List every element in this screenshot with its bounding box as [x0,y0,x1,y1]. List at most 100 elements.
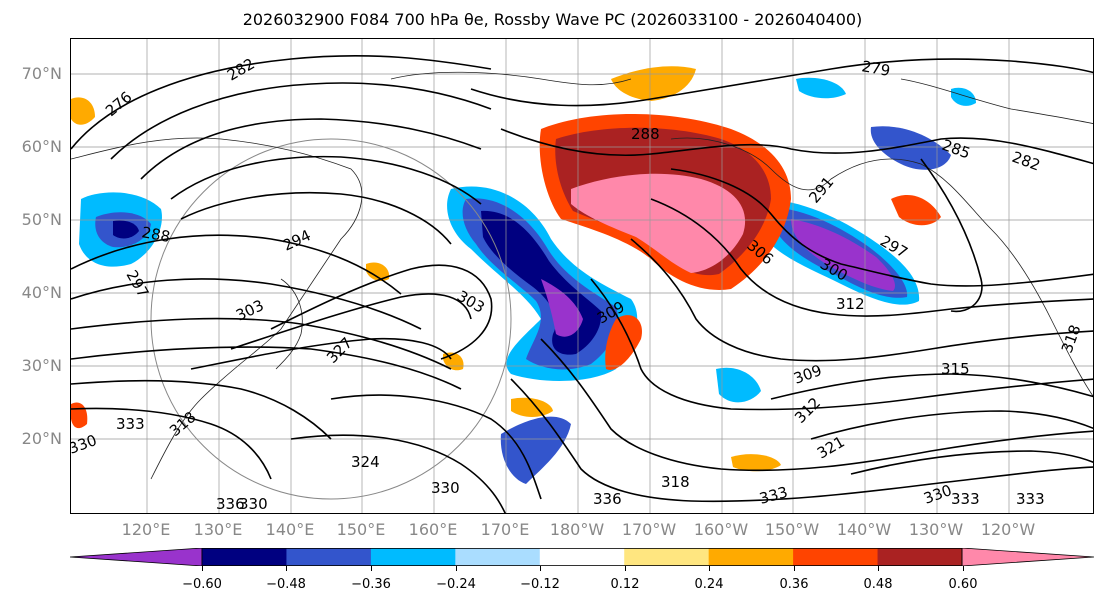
lon-label: 150°W [764,520,820,539]
contour-label: 330 [431,479,460,497]
contour-label: 282 [1010,148,1043,175]
lon-label: 120°W [980,520,1036,539]
contour-label: 282 [224,55,258,85]
graticule [71,39,1093,513]
negative-anomaly-northeast [870,126,951,170]
lon-label: 170°W [621,520,677,539]
positive-anomaly-north [611,66,696,101]
contour-label: 312 [791,394,824,427]
contour-label: 333 [1016,490,1045,508]
lon-label: 150°E [336,520,386,539]
lon-label: 170°E [480,520,530,539]
contour-label: 309 [791,361,824,388]
positive-anomaly-isle-b [443,352,464,371]
colorbar-segment [286,548,372,566]
colorbar-tick-label: 0.48 [863,577,893,592]
colorbar-tick-label: −0.60 [182,577,222,592]
contour-label: 318 [661,473,690,491]
lon-label: 160°E [408,520,458,539]
colorbar-segment [793,548,879,566]
lon-label: 130°E [193,520,243,539]
contour-label: 330 [71,431,99,458]
colorbar-tick-label: −0.12 [520,577,560,592]
contour-label: 297 [123,267,153,301]
colorbar-tick-mark [709,566,710,571]
colorbar-segment [708,548,794,566]
lat-label-20n: 20°N [21,429,62,448]
contour-label: 294 [280,226,314,254]
colorbar-tick-label: −0.24 [436,577,476,592]
lat-label-70n: 70°N [21,64,62,83]
positive-anomaly-se [731,454,781,472]
negative-anomaly-west-center [113,220,139,239]
positive-anomaly-west [71,97,95,125]
map-svg: 276 282 279 285 282 288 291 288 294 297 … [71,39,1093,513]
contour-label: 333 [116,415,145,433]
positive-anomaly-west-b [71,402,88,429]
contour-label: 327 [323,334,356,367]
contour-label: 324 [351,453,380,471]
lon-label: 140°E [265,520,315,539]
colorbar-segment [877,548,963,566]
colorbar-tick-label: −0.48 [266,577,306,592]
colorbar-segment [455,548,541,566]
contour-label: 279 [860,57,891,80]
map-plot-area: 276 282 279 285 282 288 291 288 294 297 … [70,38,1094,514]
colorbar-tick-mark [286,566,287,571]
contour-label: 318 [1058,322,1085,355]
positive-anomaly-isle-a [366,262,390,282]
contour-label: 333 [951,490,980,508]
contour-label: 312 [836,295,865,313]
colorbar-tick-mark [202,566,203,571]
contour-label: 288 [140,223,171,246]
negative-anomaly-south [500,416,571,484]
colorbar-segment [370,548,456,566]
contour-label: 303 [454,287,488,317]
theta-e-contours [71,54,1093,513]
colorbar-tick-mark [878,566,879,571]
colorbar-tick-mark [794,566,795,571]
coastlines [71,71,1093,480]
lon-label: 120°E [121,520,171,539]
colorbar-tick-label: −0.36 [351,577,391,592]
negative-anomaly-east-core [791,219,896,291]
colorbar-tick-label: 0.12 [610,577,640,592]
contour-label: 288 [631,125,660,143]
colorbar-tick-label: 0.60 [948,577,978,592]
contour-label: 336 [593,490,622,508]
lon-label: 160°W [693,520,749,539]
colorbar-tick-label: 0.36 [779,577,809,592]
colorbar-extend-min [70,548,203,566]
contour-label: 315 [941,360,970,378]
lat-label-40n: 40°N [21,283,62,302]
positive-anomaly-sw [511,397,553,417]
negative-anomaly-north [796,77,846,99]
anomaly-shading [71,66,976,484]
colorbar-tick-mark [456,566,457,571]
positive-anomaly-ridge-core [571,173,746,273]
contour-label: 333 [757,483,789,508]
positive-anomaly-south-streak [605,315,642,370]
negative-anomaly-north-b [951,87,976,106]
colorbar-segment [202,548,287,566]
colorbar-tick-mark [963,566,964,571]
colorbar-tick-mark [540,566,541,571]
contour-label: 330 [239,495,268,513]
lat-label-30n: 30°N [21,356,62,375]
colorbar-segment [539,548,625,566]
colorbar-tick-mark [625,566,626,571]
negative-anomaly-south-light [716,367,761,403]
colorbar-tick-mark [371,566,372,571]
colorbar [70,548,1094,566]
lat-label-60n: 60°N [21,137,62,156]
contour-label: 318 [166,408,200,440]
colorbar-extend-max [961,548,1094,566]
colorbar-segment [624,548,710,566]
lon-label: 130°W [908,520,964,539]
colorbar-tick-label: 0.24 [694,577,724,592]
lat-label-50n: 50°N [21,210,62,229]
negative-anomaly-central-peak [541,279,583,337]
lon-label: 180°W [549,520,605,539]
lon-label: 140°W [836,520,892,539]
contour-label: 336 [216,495,245,513]
